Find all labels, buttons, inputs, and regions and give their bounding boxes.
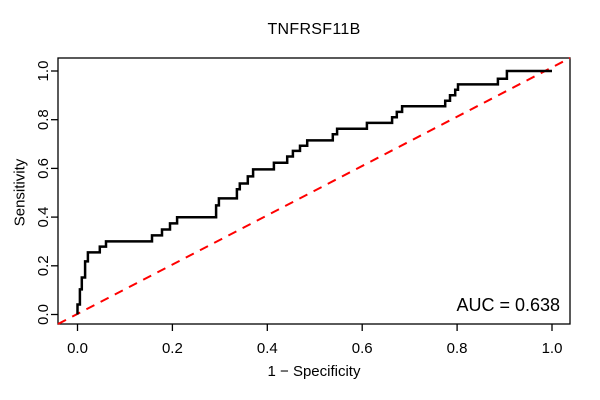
x-tick-label: 0.0 xyxy=(67,340,88,357)
y-tick-label: 0.8 xyxy=(35,109,52,130)
x-axis-label: 1 − Specificity xyxy=(267,363,361,380)
y-axis-label: Sensitivity xyxy=(11,158,29,227)
x-tick-label: 0.8 xyxy=(447,340,468,357)
y-tick-label: 0.0 xyxy=(35,304,52,325)
x-tick-label: 0.2 xyxy=(162,340,183,357)
y-tick-label: 0.6 xyxy=(35,158,52,179)
chance-diagonal-line xyxy=(57,57,571,325)
plot-title: TNFRSF11B xyxy=(267,21,361,38)
y-tick-label: 0.2 xyxy=(35,255,52,276)
y-tick-label: 0.4 xyxy=(35,207,52,228)
x-tick-label: 1.0 xyxy=(542,340,563,357)
x-tick-label: 0.4 xyxy=(257,340,278,357)
y-tick-label: 1.0 xyxy=(35,61,52,82)
auc-annotation: AUC = 0.638 xyxy=(456,295,560,315)
roc-curve xyxy=(76,69,552,315)
plot-frame xyxy=(57,57,571,325)
x-tick-label: 0.6 xyxy=(352,340,373,357)
